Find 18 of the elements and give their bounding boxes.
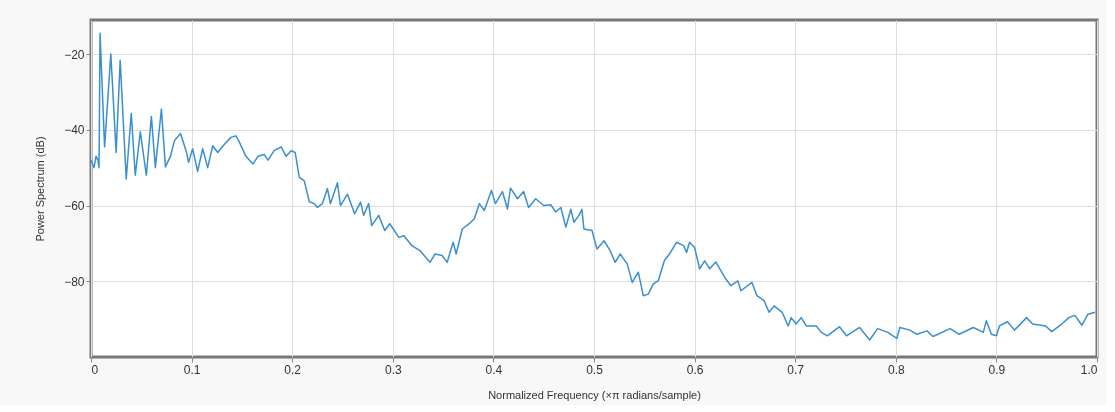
x-tick-label: 0.4 (485, 362, 503, 377)
x-tick-label: 0.7 (787, 362, 805, 377)
x-axis-title: Normalized Frequency (×π radians/sample) (488, 388, 701, 401)
x-tick-label: 0.8 (887, 362, 905, 377)
y-tick-label: −40 (64, 123, 85, 138)
x-tick-label: 0.1 (183, 362, 201, 377)
x-tick-label: 0 (91, 362, 99, 377)
x-tick-label: 0.6 (686, 362, 704, 377)
y-axis-title: Power Spectrum (dB) (34, 136, 47, 242)
x-tick-label: 1.0 (1080, 362, 1098, 377)
x-tick-label: 0.9 (988, 362, 1006, 377)
y-tick-label: −20 (64, 47, 85, 62)
line-series (90, 32, 1096, 341)
x-tick-label: 0.3 (384, 362, 402, 377)
x-tick-label: 0.5 (586, 362, 604, 377)
y-tick-label: −60 (64, 199, 85, 214)
x-tick-label: 0.2 (284, 362, 302, 377)
y-tick-label: −80 (64, 274, 85, 289)
